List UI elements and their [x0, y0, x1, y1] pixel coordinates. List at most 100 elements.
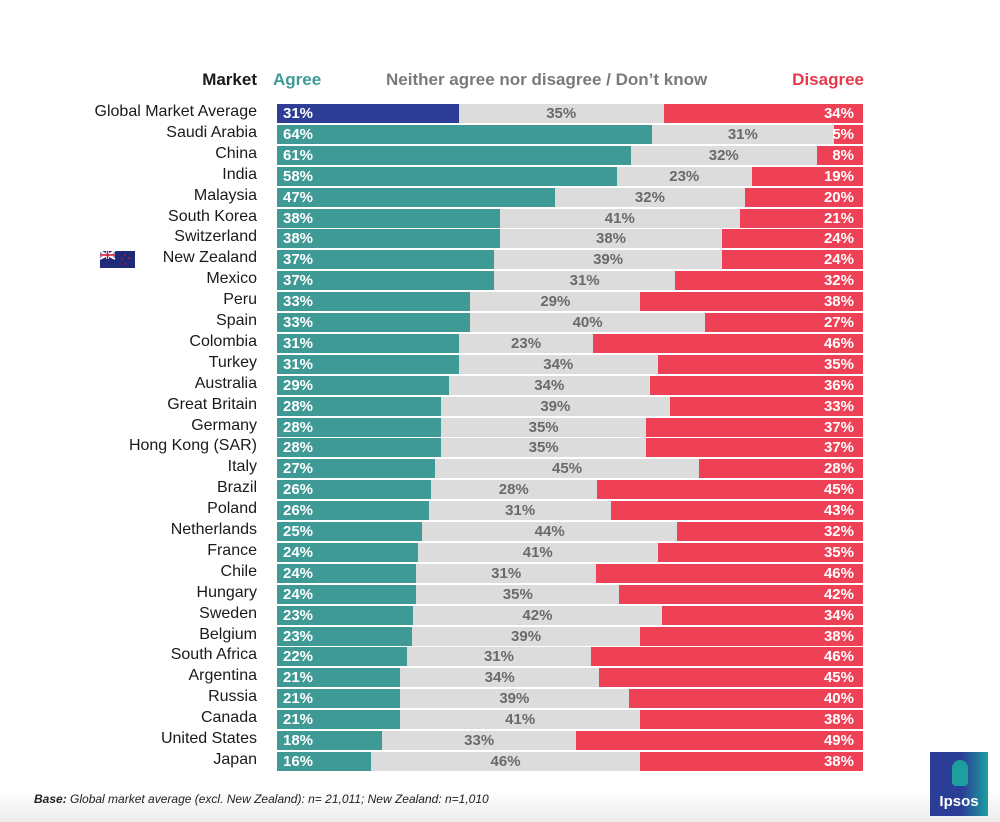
data-label-agree: 26%: [283, 481, 314, 499]
bar-segment-agree: [277, 626, 412, 646]
bar-segment-agree: [277, 522, 423, 541]
data-label-neither: 33%: [464, 732, 495, 749]
data-label-disagree: 45%: [823, 669, 854, 687]
table-row: India 58% 23% 19%: [0, 166, 1000, 186]
data-label-agree: 24%: [283, 585, 314, 603]
market-label: Netherlands: [170, 521, 257, 538]
bar-segment-neither: [422, 522, 678, 541]
data-label-disagree: 49%: [823, 732, 854, 749]
bar-segment-disagree: [722, 250, 863, 270]
stacked-bar: 24% 35% 42%: [277, 584, 863, 604]
market-label: Colombia: [189, 332, 257, 350]
bar-segment-agree: [277, 250, 494, 270]
table-row: Argentina 21% 34% 45%: [0, 667, 1000, 688]
table-row: Brazil 26% 28% 45%: [0, 479, 1000, 500]
bar-segment-disagree: [833, 124, 863, 144]
data-label-neither: 31%: [491, 564, 522, 582]
bar-segment-neither: [429, 501, 612, 521]
header-disagree: Disagree: [792, 70, 864, 89]
data-label-agree: 37%: [283, 272, 314, 290]
table-row: Australia 29% 34% 36%: [0, 374, 1000, 395]
bar-segment-agree: [277, 208, 500, 228]
data-label-agree: 27%: [283, 460, 314, 478]
data-label-disagree: 21%: [823, 209, 854, 227]
bar-segment-neither: [400, 689, 629, 709]
stacked-bar: 47% 32% 20%: [277, 187, 863, 207]
data-label-neither: 38%: [596, 230, 627, 248]
data-label-agree: 33%: [283, 293, 314, 311]
bar-segment-agree: [277, 584, 417, 604]
bar-segment-neither: [441, 438, 647, 458]
data-label-agree: 37%: [283, 251, 314, 269]
data-label-disagree: 37%: [823, 439, 854, 457]
data-label-neither: 34%: [484, 669, 515, 687]
market-label: Belgium: [199, 625, 257, 643]
market-label: Italy: [227, 458, 257, 476]
bar-segment-disagree: [669, 396, 863, 416]
bar-segment-neither: [370, 751, 641, 771]
bar-segment-disagree: [816, 145, 863, 165]
bar-segment-neither: [435, 459, 699, 479]
market-label: South Korea: [168, 207, 257, 225]
bar-segment-disagree: [661, 605, 863, 625]
bar-segment-agree: [277, 313, 471, 332]
bar-segment-neither: [430, 480, 597, 500]
bar-segment-agree: [277, 166, 617, 186]
bar-segment-agree: [277, 124, 653, 144]
market-label: France: [207, 541, 257, 559]
data-label-neither: 31%: [569, 272, 600, 290]
data-label-agree: 33%: [283, 314, 314, 331]
bar-segment-disagree: [698, 459, 863, 479]
bar-segment-disagree: [640, 710, 863, 730]
stacked-bar: 23% 39% 38%: [277, 626, 863, 646]
footnote: Base: Global market average (excl. New Z…: [34, 792, 489, 806]
data-label-disagree: 38%: [823, 293, 854, 311]
bar-segment-disagree: [593, 333, 863, 353]
data-label-agree: 31%: [283, 334, 314, 352]
market-label: Hungary: [196, 583, 257, 601]
data-label-neither: 34%: [543, 355, 574, 373]
market-label: New Zealand: [162, 249, 257, 267]
stacked-bar: 31% 35% 34%: [277, 104, 863, 123]
bar-segment-neither: [499, 208, 740, 228]
market-label: Mexico: [206, 270, 257, 288]
stacked-bar: 22% 31% 46%: [277, 647, 863, 667]
bar-segment-neither: [382, 731, 576, 750]
data-label-agree: 22%: [283, 648, 314, 666]
table-row: Hungary 24% 35% 42%: [0, 583, 1000, 604]
table-row: Turkey 31% 34% 35%: [0, 354, 1000, 374]
stacked-bar: 64% 31% 5%: [277, 124, 863, 144]
market-label: Switzerland: [174, 228, 257, 246]
data-label-agree: 28%: [283, 418, 314, 436]
data-label-neither: 35%: [528, 418, 559, 436]
data-label-disagree: 5%: [832, 125, 854, 143]
bar-segment-neither: [416, 563, 597, 583]
table-row: Chile 24% 31% 46%: [0, 563, 1000, 583]
bar-segment-agree: [277, 271, 494, 291]
data-label-disagree: 46%: [823, 648, 854, 666]
data-label-neither: 42%: [522, 606, 553, 624]
data-label-neither: 29%: [540, 293, 571, 311]
data-label-neither: 28%: [498, 481, 529, 499]
table-row: France 24% 41% 35%: [0, 541, 1000, 562]
data-label-disagree: 40%: [823, 690, 854, 708]
bar-segment-neither: [441, 396, 670, 416]
market-label: Hong Kong (SAR): [128, 437, 257, 455]
data-label-disagree: 24%: [823, 251, 854, 269]
bar-segment-disagree: [744, 187, 863, 207]
bar-segment-agree: [277, 542, 418, 562]
header-market: Market: [202, 70, 257, 89]
data-label-neither: 39%: [540, 397, 571, 415]
market-label: Sweden: [199, 604, 257, 622]
market-label: Australia: [194, 374, 257, 392]
data-label-agree: 31%: [283, 105, 314, 122]
data-label-agree: 28%: [283, 397, 314, 415]
table-row: United States 18% 33% 49%: [0, 730, 1000, 750]
data-label-neither: 40%: [572, 314, 603, 331]
bar-segment-disagree: [657, 354, 863, 374]
data-label-agree: 16%: [283, 752, 314, 770]
bar-segment-agree: [277, 501, 430, 521]
data-label-disagree: 35%: [823, 355, 854, 373]
data-label-agree: 38%: [283, 209, 314, 227]
bar-segment-disagree: [575, 731, 863, 750]
